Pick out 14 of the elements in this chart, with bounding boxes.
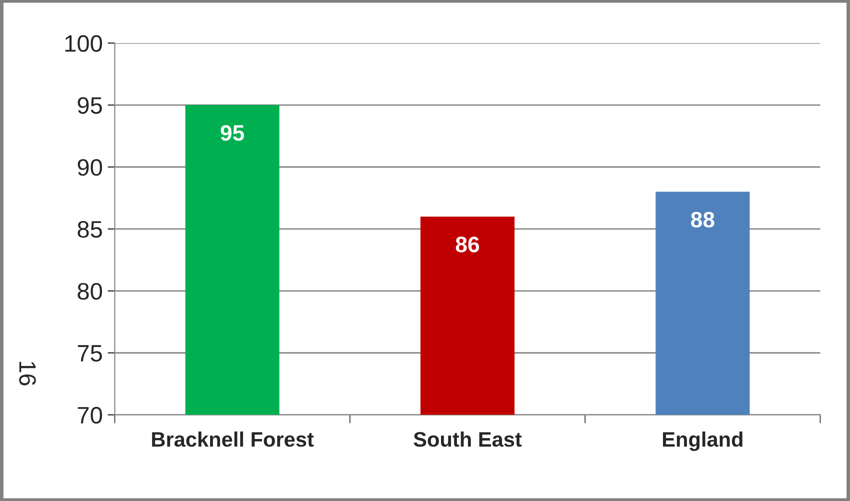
x-tick-label: England xyxy=(662,431,742,452)
y-tick-label: 70 xyxy=(78,406,102,424)
data-label: 88 xyxy=(691,212,714,228)
text: 16 xyxy=(19,362,36,386)
y-tick-label: 80 xyxy=(78,282,102,300)
y-tick-label: 100 xyxy=(65,35,102,52)
x-tick-label: South East xyxy=(414,431,522,447)
y-tick-label: 90 xyxy=(78,159,102,176)
x-tick-label: Bracknell Forest xyxy=(152,431,314,447)
data-label: 95 xyxy=(220,125,244,141)
y-tick-label: 95 xyxy=(78,97,102,114)
y-tick-label: 85 xyxy=(78,221,102,238)
y-tick-label: 75 xyxy=(78,345,102,362)
data-label: 86 xyxy=(456,236,480,252)
